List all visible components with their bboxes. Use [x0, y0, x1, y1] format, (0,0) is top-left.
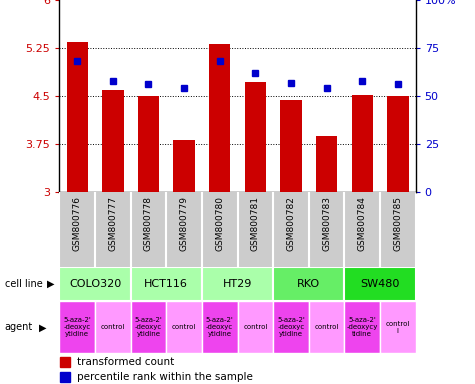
Text: control: control: [172, 324, 196, 330]
Bar: [238, 301, 273, 353]
Bar: [352, 95, 373, 192]
Bar: [59, 301, 95, 353]
Text: percentile rank within the sample: percentile rank within the sample: [77, 372, 253, 382]
Text: GSM800779: GSM800779: [180, 196, 189, 251]
Bar: [309, 301, 344, 353]
Text: transformed count: transformed count: [77, 357, 174, 367]
Bar: [131, 301, 166, 353]
Bar: [344, 301, 380, 353]
Text: control: control: [101, 324, 125, 330]
Text: 5-aza-2'
-deoxyc
ytidine: 5-aza-2' -deoxyc ytidine: [63, 317, 91, 338]
Bar: [245, 82, 266, 192]
Text: SW480: SW480: [361, 279, 399, 289]
Text: cell line: cell line: [5, 279, 42, 289]
Bar: [138, 96, 159, 192]
Text: 5-aza-2'
-deoxyc
ytidine: 5-aza-2' -deoxyc ytidine: [206, 317, 234, 338]
Text: GSM800780: GSM800780: [215, 196, 224, 251]
Text: 5-aza-2'
-deoxyc
ytidine: 5-aza-2' -deoxyc ytidine: [277, 317, 305, 338]
Text: control: control: [314, 324, 339, 330]
Text: HCT116: HCT116: [144, 279, 188, 289]
Bar: [387, 96, 408, 192]
Text: GSM800777: GSM800777: [108, 196, 117, 251]
Text: GSM800782: GSM800782: [286, 196, 295, 251]
Bar: [202, 267, 273, 301]
Bar: [202, 301, 238, 353]
Text: ▶: ▶: [47, 279, 54, 289]
Text: GSM800781: GSM800781: [251, 196, 260, 251]
Bar: [380, 301, 416, 353]
Bar: [280, 101, 302, 192]
Text: GSM800784: GSM800784: [358, 196, 367, 251]
Text: GSM800776: GSM800776: [73, 196, 82, 251]
Text: control
l: control l: [386, 321, 410, 334]
Text: RKO: RKO: [297, 279, 320, 289]
Bar: [66, 41, 88, 192]
Bar: [166, 301, 202, 353]
Bar: [59, 267, 131, 301]
Text: GSM800778: GSM800778: [144, 196, 153, 251]
Bar: [209, 43, 230, 192]
Text: GSM800783: GSM800783: [322, 196, 331, 251]
Text: agent: agent: [5, 322, 33, 333]
Text: 5-aza-2'
-deoxyc
ytidine: 5-aza-2' -deoxyc ytidine: [134, 317, 162, 338]
Bar: [273, 301, 309, 353]
Text: GSM800785: GSM800785: [393, 196, 402, 251]
Bar: [344, 267, 416, 301]
Bar: [102, 89, 124, 192]
Text: 5-aza-2'
-deoxycy
tidine: 5-aza-2' -deoxycy tidine: [346, 317, 378, 338]
Text: ▶: ▶: [39, 322, 47, 333]
Bar: [95, 301, 131, 353]
Bar: [131, 267, 202, 301]
Bar: [173, 139, 195, 192]
Bar: [273, 267, 344, 301]
Text: control: control: [243, 324, 267, 330]
Text: HT29: HT29: [223, 279, 252, 289]
Bar: [316, 136, 337, 192]
Text: COLO320: COLO320: [69, 279, 121, 289]
